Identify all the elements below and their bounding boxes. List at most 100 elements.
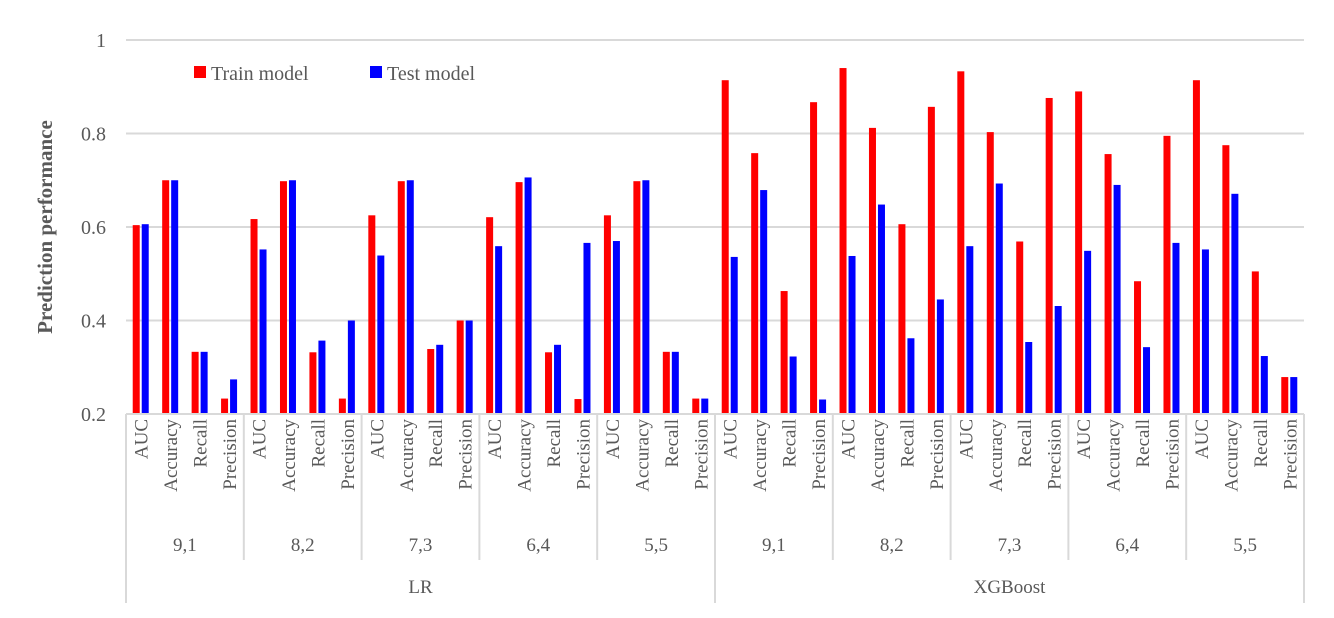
category-label: Recall bbox=[780, 419, 801, 468]
legend: Train model Test model bbox=[194, 63, 475, 85]
bar-test-xgboost-8-2-auc bbox=[848, 255, 856, 414]
split-label: 6,4 bbox=[1115, 535, 1139, 556]
bar-train-xgboost-7-3-auc bbox=[957, 71, 965, 414]
split-label: 6,4 bbox=[526, 535, 550, 556]
category-label: AUC bbox=[603, 419, 624, 459]
split-label: 9,1 bbox=[173, 535, 197, 556]
category-label: Precision bbox=[456, 419, 477, 490]
bar-train-xgboost-8-2-precision bbox=[927, 106, 935, 414]
category-label: Precision bbox=[927, 419, 948, 490]
bar-test-lr-9-1-precision bbox=[230, 379, 238, 414]
bar-test-xgboost-8-2-accuracy bbox=[877, 204, 885, 414]
bar-train-xgboost-5-5-precision bbox=[1281, 377, 1289, 414]
bar-train-lr-6-4-recall bbox=[545, 352, 553, 414]
bar-train-lr-8-2-auc bbox=[250, 219, 258, 414]
category-label: Recall bbox=[1015, 419, 1036, 468]
category-label: Precision bbox=[1162, 419, 1183, 490]
bar-train-xgboost-8-2-accuracy bbox=[868, 127, 876, 414]
bar-train-xgboost-9-1-recall bbox=[780, 291, 788, 414]
category-label: Recall bbox=[1133, 419, 1154, 468]
bar-train-lr-9-1-precision bbox=[221, 398, 229, 414]
category-label: Precision bbox=[220, 419, 241, 490]
category-label: AUC bbox=[250, 419, 271, 459]
legend-item-test[interactable]: Test model bbox=[370, 63, 475, 85]
category-label: Recall bbox=[1251, 419, 1272, 468]
bar-train-xgboost-5-5-auc bbox=[1192, 80, 1200, 414]
bar-test-lr-9-1-accuracy bbox=[171, 180, 179, 414]
bar-train-xgboost-8-2-auc bbox=[839, 68, 847, 415]
legend-label-test: Test model bbox=[387, 63, 475, 85]
category-label: AUC bbox=[956, 419, 977, 459]
category-label: Precision bbox=[691, 419, 712, 490]
bar-test-lr-5-5-auc bbox=[612, 241, 620, 414]
bar-test-xgboost-6-4-auc bbox=[1084, 250, 1092, 414]
category-label: Precision bbox=[1045, 419, 1066, 490]
bar-test-xgboost-5-5-recall bbox=[1260, 356, 1268, 414]
bar-train-lr-9-1-recall bbox=[191, 351, 199, 414]
bar-test-xgboost-9-1-accuracy bbox=[760, 190, 768, 414]
category-label: Recall bbox=[191, 419, 212, 468]
split-label: 9,1 bbox=[762, 535, 786, 556]
split-label: 7,3 bbox=[409, 535, 433, 556]
bar-test-lr-9-1-recall bbox=[200, 351, 208, 414]
bar-test-lr-5-5-precision bbox=[701, 398, 709, 414]
bar-train-xgboost-8-2-recall bbox=[898, 224, 906, 414]
bar-train-lr-5-5-precision bbox=[692, 398, 700, 414]
bar-test-lr-9-1-auc bbox=[141, 224, 149, 414]
bar-test-lr-6-4-auc bbox=[495, 246, 503, 414]
legend-swatch-train bbox=[194, 66, 206, 78]
bar-test-xgboost-7-3-recall bbox=[1025, 342, 1033, 414]
category-label: Accuracy bbox=[515, 419, 536, 492]
split-label: 8,2 bbox=[880, 535, 904, 556]
category-label: Accuracy bbox=[1104, 419, 1125, 492]
bar-test-xgboost-9-1-precision bbox=[819, 399, 827, 414]
category-label: Precision bbox=[338, 419, 359, 490]
bar-train-xgboost-7-3-accuracy bbox=[986, 132, 994, 414]
bar-train-xgboost-6-4-accuracy bbox=[1104, 154, 1112, 414]
bar-test-xgboost-8-2-precision bbox=[936, 299, 944, 414]
category-label: Accuracy bbox=[397, 419, 418, 492]
bar-train-lr-6-4-precision bbox=[574, 399, 582, 414]
bar-test-lr-7-3-accuracy bbox=[406, 180, 414, 414]
bar-train-lr-7-3-recall bbox=[427, 349, 435, 414]
category-label: Precision bbox=[809, 419, 830, 490]
gridlines bbox=[126, 39, 1304, 415]
bar-train-xgboost-5-5-recall bbox=[1251, 271, 1259, 414]
bar-test-lr-5-5-accuracy bbox=[642, 180, 650, 414]
bar-train-xgboost-5-5-accuracy bbox=[1222, 145, 1230, 414]
split-label: 5,5 bbox=[644, 535, 668, 556]
category-label: Recall bbox=[662, 419, 683, 468]
y-tick-label: 0.6 bbox=[81, 217, 106, 239]
bar-train-xgboost-9-1-auc bbox=[721, 80, 729, 414]
bar-test-lr-5-5-recall bbox=[671, 351, 679, 414]
category-label: AUC bbox=[485, 419, 506, 459]
bar-train-xgboost-6-4-precision bbox=[1163, 135, 1171, 414]
y-tick-label: 0.8 bbox=[81, 124, 106, 146]
bar-train-lr-9-1-accuracy bbox=[162, 180, 170, 414]
bar-test-xgboost-6-4-accuracy bbox=[1113, 184, 1121, 414]
bar-train-lr-8-2-accuracy bbox=[279, 181, 287, 414]
legend-swatch-test bbox=[370, 66, 382, 78]
bar-train-lr-5-5-auc bbox=[603, 215, 611, 414]
bar-test-xgboost-5-5-accuracy bbox=[1231, 193, 1239, 414]
category-label: Accuracy bbox=[1221, 419, 1242, 492]
y-axis-title: Prediction performance bbox=[33, 120, 57, 334]
category-label: AUC bbox=[839, 419, 860, 459]
legend-label-train: Train model bbox=[211, 63, 309, 85]
bar-train-xgboost-7-3-precision bbox=[1045, 97, 1053, 414]
category-label: Accuracy bbox=[986, 419, 1007, 492]
bar-train-xgboost-7-3-recall bbox=[1016, 241, 1024, 414]
y-tick-label: 0.2 bbox=[81, 404, 106, 426]
bar-test-lr-6-4-precision bbox=[583, 242, 591, 414]
category-label: Accuracy bbox=[632, 419, 653, 492]
category-label: Recall bbox=[308, 419, 329, 468]
bar-test-xgboost-7-3-precision bbox=[1054, 306, 1062, 414]
bar-test-lr-7-3-recall bbox=[436, 344, 444, 414]
bar-train-lr-5-5-recall bbox=[662, 351, 670, 414]
bar-test-lr-7-3-auc bbox=[377, 255, 385, 414]
model-label: XGBoost bbox=[974, 577, 1047, 598]
bar-test-xgboost-8-2-recall bbox=[907, 338, 915, 414]
category-label: Accuracy bbox=[868, 419, 889, 492]
legend-item-train[interactable]: Train model bbox=[194, 63, 309, 85]
split-label: 7,3 bbox=[998, 535, 1022, 556]
